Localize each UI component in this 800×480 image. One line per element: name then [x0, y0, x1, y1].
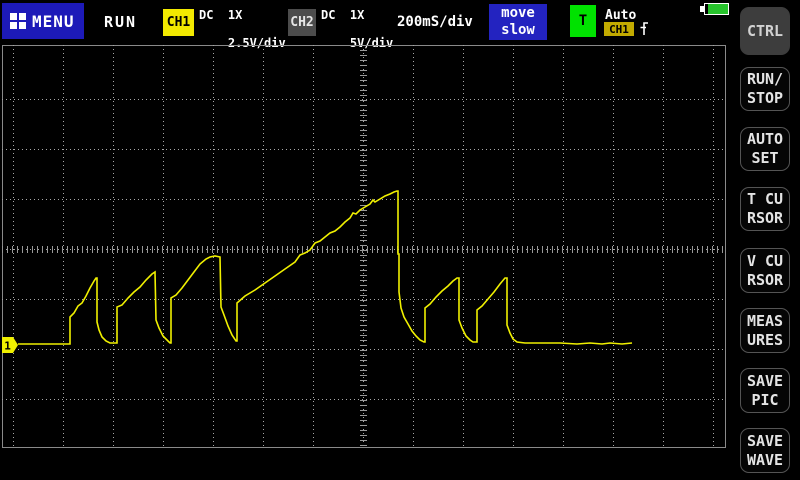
auto-set-button[interactable]: AUTO SET: [740, 127, 790, 171]
scope-display[interactable]: 1: [2, 45, 726, 448]
timebase-setting[interactable]: 200mS/div: [397, 14, 473, 30]
trigger-badge[interactable]: T: [570, 5, 596, 37]
save-wave-button[interactable]: SAVE WAVE: [740, 428, 790, 473]
trigger-rising-edge-icon: [638, 20, 650, 42]
channel2-settings: DC 1X 5V/div: [321, 8, 393, 50]
move-speed-button[interactable]: move slow: [489, 4, 547, 40]
channel1-scale: 2.5V/div: [227, 36, 286, 50]
channel2-scale: 5V/div: [349, 36, 394, 50]
trigger-mode: Auto: [605, 8, 637, 23]
menu-button[interactable]: MENU: [2, 3, 84, 39]
menu-button-label: MENU: [32, 11, 75, 31]
channel1-badge[interactable]: CH1: [163, 9, 194, 36]
menu-grid-icon: [10, 13, 26, 29]
battery-fill-level: [707, 4, 728, 14]
move-speed-line2: slow: [501, 22, 535, 38]
v-cursor-button[interactable]: V CU RSOR: [740, 248, 790, 293]
ctrl-button[interactable]: CTRL: [740, 7, 790, 55]
channel1-coupling: DC 1X: [199, 8, 243, 22]
center-vertical-axis: [360, 45, 367, 446]
ch1-position-marker-label: 1: [4, 340, 11, 353]
channel2-badge[interactable]: CH2: [288, 9, 316, 36]
ch1-waveform-trace: [18, 190, 633, 345]
move-speed-line1: move: [501, 5, 535, 21]
battery-icon: [700, 3, 729, 15]
channel1-settings: DC 1X 2.5V/div: [199, 8, 286, 50]
run-stop-button[interactable]: RUN/ STOP: [740, 67, 790, 111]
trigger-source-badge: CH1: [604, 22, 634, 36]
battery-nub: [700, 6, 704, 12]
measures-button[interactable]: MEAS URES: [740, 308, 790, 353]
acquisition-status: RUN: [104, 13, 138, 31]
center-horizontal-axis: [2, 246, 723, 253]
ch1-position-marker[interactable]: [2, 337, 18, 353]
battery-body: [704, 3, 729, 15]
t-cursor-button[interactable]: T CU RSOR: [740, 187, 790, 231]
channel2-coupling: DC 1X: [321, 8, 365, 22]
save-pic-button[interactable]: SAVE PIC: [740, 368, 790, 413]
